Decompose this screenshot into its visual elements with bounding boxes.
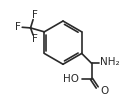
- Text: F: F: [32, 34, 37, 44]
- Text: F: F: [15, 22, 21, 32]
- Text: O: O: [100, 86, 109, 96]
- Text: NH₂: NH₂: [100, 57, 119, 67]
- Text: F: F: [32, 10, 37, 20]
- Text: HO: HO: [63, 74, 79, 84]
